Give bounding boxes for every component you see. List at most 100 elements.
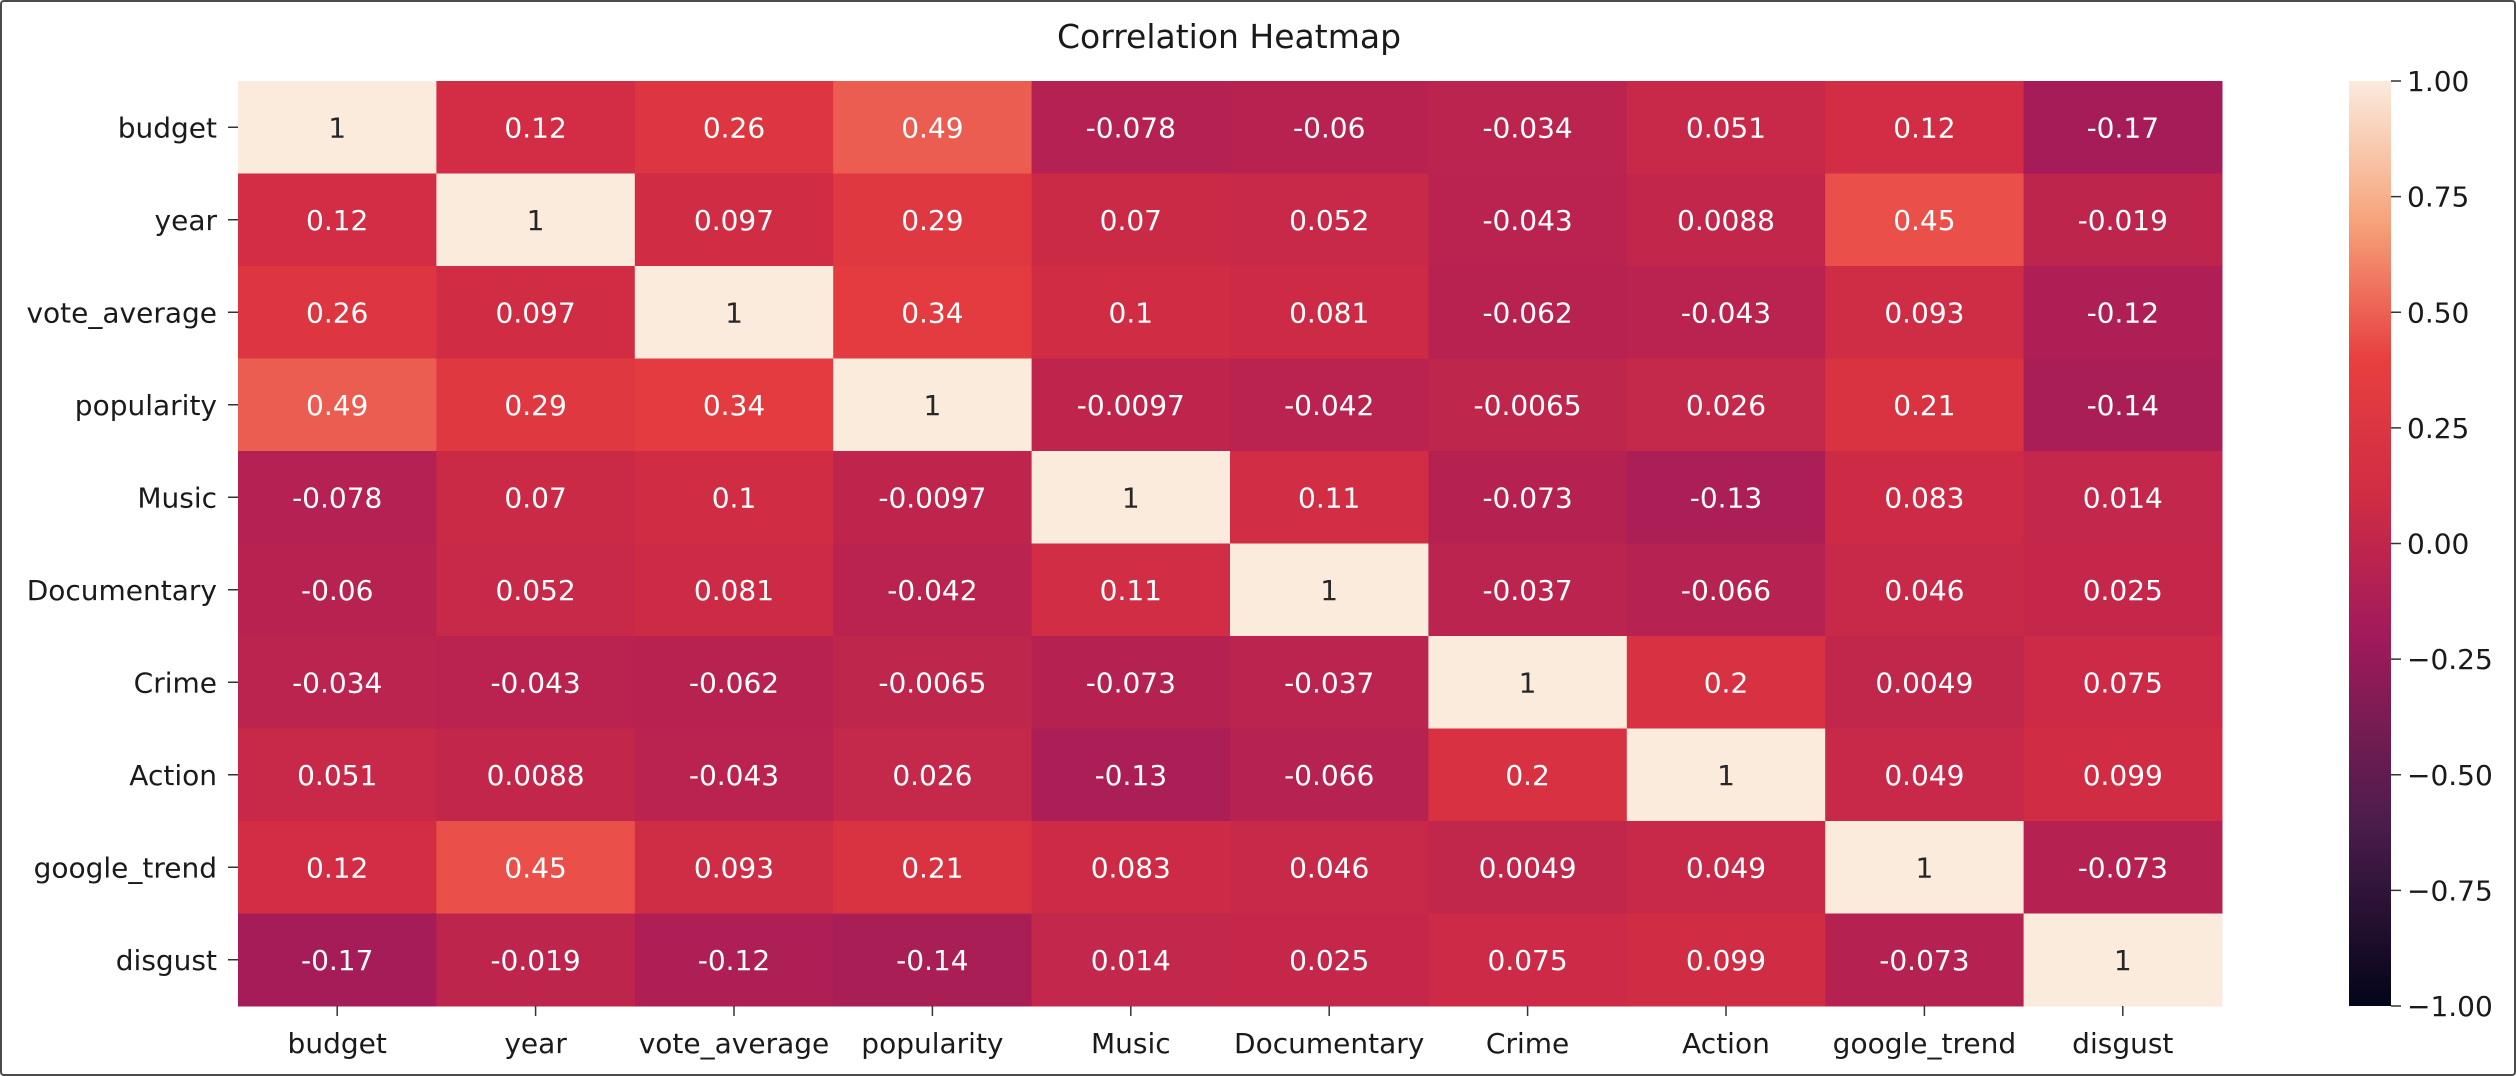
cell-value-label: 1 [1320, 574, 1338, 607]
heatmap-cell [238, 543, 437, 637]
cell-value-label: 0.097 [496, 296, 576, 329]
cell-value-label: -0.066 [1681, 574, 1771, 607]
column-tick-label: budget [288, 1027, 387, 1060]
cell-value-label: 0.21 [901, 851, 963, 884]
cell-value-label: 0.046 [1884, 574, 1964, 607]
cell-value-label: -0.14 [2087, 389, 2159, 422]
heatmap-cell [2023, 358, 2223, 452]
cell-value-label: 0.014 [2083, 481, 2163, 514]
heatmap-cell [634, 81, 834, 174]
column-tick-label: disgust [2072, 1027, 2173, 1060]
colorbar-tick-label: 1.00 [2407, 65, 2469, 98]
row-tick-labels: budget year vote_average popularity Music Doc… [26, 111, 238, 977]
cell-value-label: 0.081 [1289, 296, 1369, 329]
column-tick-label: Action [1682, 1027, 1770, 1060]
cell-value-label: -0.17 [301, 944, 373, 977]
cell-value-label: 1 [923, 389, 941, 422]
heatmap-cell [634, 173, 834, 267]
heatmap-cell [238, 821, 437, 914]
heatmap-cell [2023, 451, 2223, 544]
heatmap-cell [634, 728, 834, 822]
cell-value-label: -0.073 [1879, 944, 1969, 977]
cell-value-label: 0.34 [901, 296, 963, 329]
heatmap-cell [634, 913, 834, 1007]
cell-value-label: 0.049 [1884, 759, 1964, 792]
cell-value-label: 0.07 [504, 481, 566, 514]
cell-value-label: 0.21 [1893, 389, 1955, 422]
heatmap-cell [1031, 543, 1231, 637]
cell-value-label: 0.26 [703, 111, 765, 144]
cell-value-label: -0.043 [1482, 204, 1572, 237]
column-tick-label: Music [1091, 1027, 1171, 1060]
cell-value-label: -0.078 [292, 481, 382, 514]
cell-value-label: 0.0049 [1479, 851, 1577, 884]
heatmap-cell [1230, 451, 1429, 544]
cell-value-label: 0.1 [1109, 296, 1154, 329]
cell-value-label: 1 [1915, 851, 1933, 884]
heatmap-cell [1230, 173, 1429, 267]
colorbar-tick-label: 0.00 [2407, 528, 2469, 561]
colorbar-tick-label: −0.50 [2407, 759, 2493, 792]
colorbar-tick-label: 0.50 [2407, 296, 2469, 329]
heatmap-cell [1230, 821, 1429, 914]
heatmap-cells: 1 0.12 0.26 0.49 -0.078 -0.06 -0.034 0.051 0.12 -… [238, 81, 2223, 1007]
heatmap-cell [1031, 636, 1231, 729]
heatmap-cell [1626, 913, 1826, 1007]
cell-value-label: -0.037 [1482, 574, 1572, 607]
cell-value-label: -0.073 [1086, 666, 1176, 699]
heatmap-cell [634, 821, 834, 914]
cell-value-label: 0.2 [1505, 759, 1550, 792]
heatmap-cell [1031, 821, 1231, 914]
heatmap-cell [238, 173, 437, 267]
colorbar-gradient [2349, 81, 2391, 1006]
cell-value-label: 0.052 [496, 574, 576, 607]
heatmap-cell [2023, 173, 2223, 267]
heatmap-cell [1428, 636, 1628, 729]
cell-value-label: 0.052 [1289, 204, 1369, 237]
heatmap-cell [436, 358, 636, 452]
cell-value-label: 0.34 [703, 389, 765, 422]
row-tick-label: vote_average [26, 296, 217, 329]
cell-value-label: 0.099 [2083, 759, 2163, 792]
heatmap-cell [436, 451, 636, 544]
heatmap-cell [1428, 358, 1628, 452]
heatmap-cell [1825, 543, 2025, 637]
cell-value-label: -0.073 [2078, 851, 2168, 884]
cell-value-label: 0.081 [694, 574, 774, 607]
cell-value-label: 0.046 [1289, 851, 1369, 884]
cell-value-label: -0.042 [1284, 389, 1374, 422]
row-tick-label: year [155, 204, 218, 237]
heatmap-cell [1626, 173, 1826, 267]
cell-value-label: 0.025 [1289, 944, 1369, 977]
heatmap-cell [1428, 543, 1628, 637]
heatmap-cell [833, 913, 1033, 1007]
heatmap-cell [436, 173, 636, 267]
cell-value-label: -0.037 [1284, 666, 1374, 699]
cell-value-label: 0.049 [1686, 851, 1766, 884]
heatmap-cell [634, 543, 834, 637]
column-tick-label: Documentary [1234, 1027, 1424, 1060]
cell-value-label: -0.019 [490, 944, 580, 977]
cell-value-label: -0.043 [490, 666, 580, 699]
row-tick-label: Action [129, 759, 217, 792]
cell-value-label: -0.13 [1095, 759, 1167, 792]
row-tick-label: Documentary [27, 574, 217, 607]
heatmap-cell [1031, 81, 1231, 174]
row-tick-label: Music [137, 481, 217, 514]
heatmap-cell [436, 728, 636, 822]
heatmap-cell [2023, 821, 2223, 914]
row-tick-label: budget [118, 111, 217, 144]
cell-value-label: -0.034 [292, 666, 382, 699]
cell-value-label: -0.066 [1284, 759, 1374, 792]
cell-value-label: -0.043 [689, 759, 779, 792]
cell-value-label: 0.11 [1298, 481, 1360, 514]
cell-value-label: -0.12 [698, 944, 770, 977]
cell-value-label: -0.0065 [878, 666, 986, 699]
colorbar-tick-label: −0.75 [2407, 874, 2493, 907]
heatmap-cell [436, 81, 636, 174]
cell-value-label: 1 [725, 296, 743, 329]
heatmap-cell [1825, 173, 2025, 267]
cell-value-label: 0.083 [1091, 851, 1171, 884]
heatmap-cell [833, 266, 1033, 359]
